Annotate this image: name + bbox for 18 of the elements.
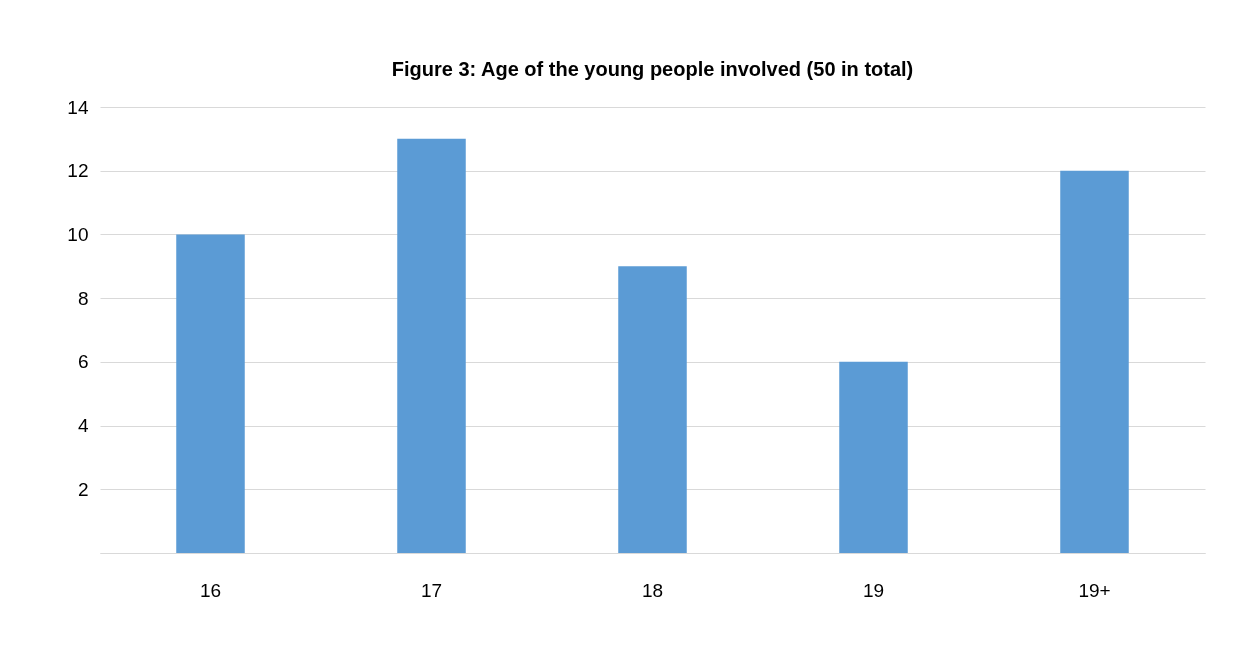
y-tick-label: 8 [77,287,89,309]
y-tick-label: 10 [67,223,89,245]
x-tick-label: 19 [862,579,885,601]
bar [176,234,245,553]
y-tick-label: 12 [67,160,89,182]
x-tick-label: 16 [199,579,222,601]
x-tick-label: 17 [420,579,443,601]
bar [618,266,687,553]
x-tick-label: 18 [641,579,664,601]
x-tick-label: 19+ [1078,579,1111,601]
bar [397,138,466,553]
y-tick-label: 4 [77,415,89,437]
y-tick-label: 2 [77,478,89,500]
y-tick-label: 6 [77,351,89,373]
y-tick-label: 14 [67,96,89,118]
bar [1060,170,1129,553]
bar [839,361,908,553]
chart-title: Figure 3: Age of the young people involved (50 in total) [391,58,914,80]
